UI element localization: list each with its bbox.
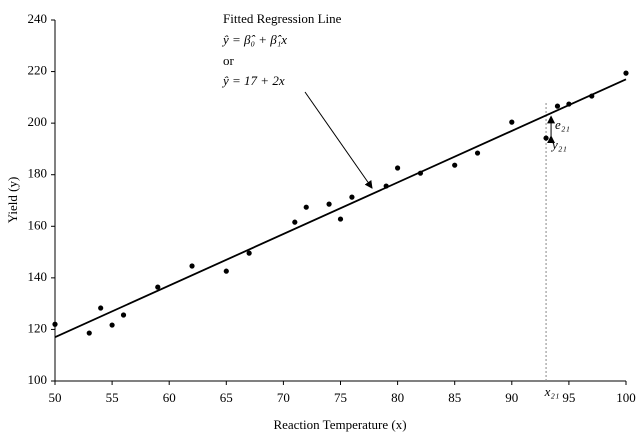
y-tick-label: 160 bbox=[28, 217, 48, 232]
point bbox=[554, 103, 561, 109]
x-tick-label: 70 bbox=[277, 390, 290, 405]
point bbox=[337, 216, 344, 222]
equation: ŷ = 17 + 2x bbox=[221, 73, 285, 88]
point bbox=[109, 322, 115, 328]
y-tick-label: 200 bbox=[28, 114, 48, 129]
point bbox=[246, 250, 252, 256]
fit-label: Fitted Regression Line bbox=[223, 11, 342, 26]
equation: or bbox=[223, 53, 235, 68]
point bbox=[349, 194, 355, 200]
point bbox=[383, 183, 389, 189]
y-tick-label: 100 bbox=[28, 372, 48, 387]
point bbox=[395, 165, 401, 171]
fit-line bbox=[54, 78, 627, 338]
x-tick-label: 75 bbox=[334, 390, 347, 405]
x-tick-label: 65 bbox=[220, 390, 233, 405]
equation: ŷ = β̂₀ + β̂₁x bbox=[221, 32, 287, 47]
point bbox=[223, 268, 229, 274]
residual-label: e₂₁ bbox=[555, 117, 570, 132]
annotation-arrow bbox=[304, 91, 373, 189]
point bbox=[474, 150, 481, 156]
point bbox=[623, 70, 629, 76]
x-tick-label: 55 bbox=[106, 390, 119, 405]
point bbox=[86, 330, 92, 336]
point bbox=[509, 119, 515, 125]
point bbox=[120, 312, 127, 318]
point bbox=[326, 201, 332, 207]
y-tick-label: 140 bbox=[28, 269, 48, 284]
y-tick-label: 120 bbox=[28, 320, 48, 335]
x-tick-label: 60 bbox=[163, 390, 176, 405]
x-tick-label: 100 bbox=[616, 390, 636, 405]
point bbox=[543, 135, 549, 141]
x-tick-label: 80 bbox=[391, 390, 404, 405]
point bbox=[452, 162, 458, 168]
x-tick-label: 95 bbox=[562, 390, 575, 405]
x-tick-label: 85 bbox=[448, 390, 461, 405]
point bbox=[292, 219, 298, 225]
x-tick-label: 90 bbox=[505, 390, 518, 405]
point bbox=[417, 170, 424, 176]
point bbox=[98, 305, 104, 311]
point-label: y₂₁ bbox=[550, 137, 567, 152]
point bbox=[155, 284, 161, 290]
y-tick-label: 180 bbox=[28, 166, 48, 181]
x-tick-label: 50 bbox=[49, 390, 62, 405]
point bbox=[189, 263, 195, 269]
x-axis-label: Reaction Temperature (x) bbox=[273, 417, 406, 432]
y-axis-label: Yield (y) bbox=[5, 177, 20, 224]
point bbox=[52, 321, 58, 327]
y-tick-label: 220 bbox=[28, 63, 48, 78]
reference-label: x₂₁ bbox=[544, 384, 560, 399]
y-tick-label: 240 bbox=[28, 11, 48, 26]
point bbox=[566, 101, 572, 107]
point bbox=[589, 93, 595, 99]
point bbox=[303, 204, 309, 210]
